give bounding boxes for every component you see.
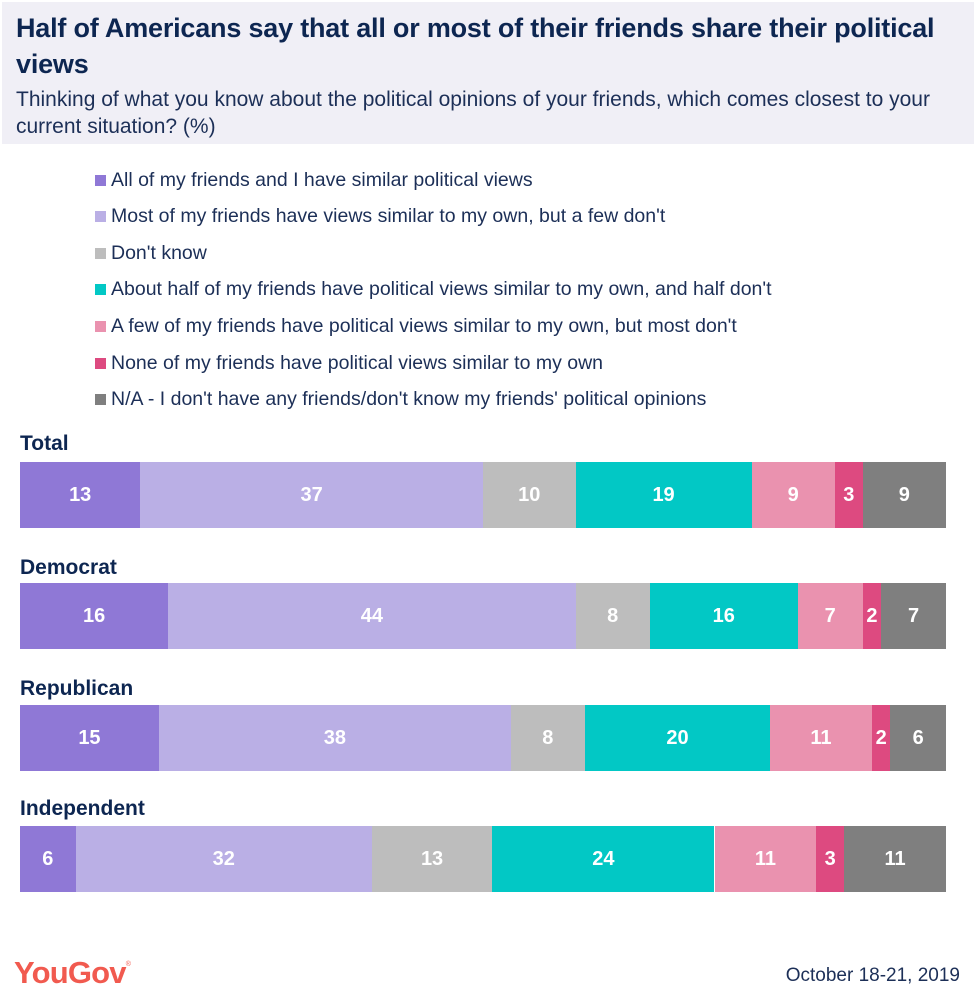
data-label: 19 [652, 483, 675, 506]
bar-segment: 10 [483, 462, 576, 528]
bar-segment: 20 [584, 705, 771, 771]
data-label: 13 [420, 847, 444, 870]
bar-segment: 16 [20, 583, 169, 649]
legend-swatch-icon [95, 394, 106, 406]
data-label: 3 [824, 847, 836, 870]
bar-segment: 24 [492, 826, 715, 892]
data-label: 13 [69, 483, 92, 506]
bar-segment: 2 [871, 705, 891, 771]
data-label: 20 [666, 726, 689, 749]
bar-segment: 19 [575, 462, 752, 528]
stacked-bar-democrat: 16 44 8 16 7 2 7 [20, 583, 946, 649]
data-label: 6 [42, 847, 54, 870]
data-label: 10 [518, 483, 541, 506]
data-label: 11 [754, 847, 776, 870]
registered-mark: ® [125, 961, 131, 968]
data-label: 8 [607, 604, 619, 627]
data-label: 3 [843, 483, 855, 506]
legend-label: All of my friends and I have similar pol… [111, 168, 533, 191]
legend-item: About half of my friends have political … [95, 275, 772, 305]
data-label: 2 [866, 604, 878, 627]
bar-segment: 6 [890, 705, 946, 771]
logo-text: YouGov [14, 955, 127, 990]
legend-label: Don't know [111, 241, 207, 264]
legend-swatch-icon [95, 174, 106, 186]
bar-segment: 3 [834, 462, 863, 528]
data-label: 11 [810, 726, 832, 749]
bar-segment: 8 [575, 583, 650, 649]
legend-label: Most of my friends have views similar to… [111, 205, 666, 228]
chart-subtitle: Thinking of what you know about the poli… [16, 88, 930, 138]
legend-item: N/A - I don't have any friends/don't kno… [95, 385, 706, 415]
stacked-bar-total: 13 37 10 19 9 3 9 [20, 462, 946, 528]
legend-item: All of my friends and I have similar pol… [95, 165, 533, 195]
bar-segment: 7 [881, 583, 946, 649]
legend-item: Don't know [95, 238, 207, 268]
category-label: Republican [20, 677, 134, 700]
legend-swatch-icon [95, 247, 106, 259]
bar-segment: 16 [649, 583, 798, 649]
chart-title: Half of Americans say that all or most o… [16, 13, 935, 79]
bar-segment: 15 [20, 705, 159, 771]
header-band: Half of Americans say that all or most o… [2, 2, 974, 144]
data-label: 7 [908, 604, 920, 627]
legend-item: Most of my friends have views similar to… [95, 202, 665, 232]
data-label: 11 [884, 847, 906, 870]
bar-segment: 7 [797, 583, 863, 649]
bar-segment: 13 [371, 826, 493, 892]
bar-segment: 13 [20, 462, 141, 528]
legend-item: None of my friends have political views … [95, 348, 603, 378]
legend-swatch-icon [95, 284, 106, 296]
bar-segment: 9 [862, 462, 946, 528]
category-label: Total [20, 432, 69, 455]
bar-segment: 32 [75, 826, 372, 892]
legend-item: A few of my friends have political views… [95, 311, 737, 341]
data-label: 2 [875, 726, 887, 749]
data-label: 16 [82, 604, 106, 627]
legend-label: A few of my friends have political views… [111, 314, 737, 337]
bar-segment: 11 [714, 826, 817, 892]
data-label: 9 [787, 483, 799, 506]
legend-label: None of my friends have political views … [111, 351, 604, 374]
bar-segment: 6 [20, 826, 76, 892]
data-label: 9 [898, 483, 910, 506]
legend-swatch-icon [95, 211, 106, 223]
bar-segment: 11 [844, 826, 946, 892]
bar-segment: 9 [751, 462, 835, 528]
bar-segment: 11 [770, 705, 872, 771]
legend-swatch-icon [95, 320, 106, 332]
category-label: Independent [20, 797, 145, 820]
data-label: 32 [212, 847, 235, 870]
data-label: 24 [592, 847, 615, 870]
bar-segment: 8 [510, 705, 585, 771]
data-label: 7 [824, 604, 836, 627]
data-label: 44 [360, 604, 383, 627]
data-label: 8 [542, 726, 554, 749]
bar-segment: 37 [140, 462, 483, 528]
data-label: 16 [712, 604, 735, 627]
legend-swatch-icon [95, 357, 106, 369]
category-label: Democrat [20, 556, 117, 579]
data-label: 15 [78, 726, 101, 749]
bar-segment: 38 [158, 705, 511, 771]
bar-segment: 44 [168, 583, 576, 649]
yougov-logo: YouGov® [14, 955, 131, 991]
bar-segment: 3 [816, 826, 845, 892]
bar-segment: 2 [862, 583, 882, 649]
stacked-bar-republican: 15 38 8 20 11 2 6 [20, 705, 946, 771]
stacked-bar-independent: 6 32 13 24 11 3 11 [20, 826, 946, 892]
legend-label: About half of my friends have political … [111, 278, 772, 301]
data-label: 37 [300, 483, 323, 506]
data-label: 6 [912, 726, 924, 749]
legend-label: N/A - I don't have any friends/don't kno… [111, 388, 707, 411]
survey-date: October 18-21, 2019 [785, 965, 960, 986]
data-label: 38 [323, 726, 346, 749]
